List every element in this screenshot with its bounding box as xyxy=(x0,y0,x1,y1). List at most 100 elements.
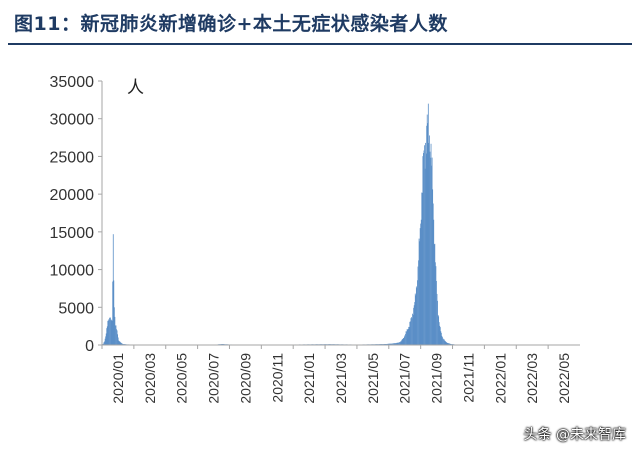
bar xyxy=(388,343,390,345)
bar xyxy=(394,343,396,345)
x-tick-label: 2020/09 xyxy=(237,353,253,404)
bar xyxy=(432,189,434,345)
bar xyxy=(446,342,448,345)
bar xyxy=(407,329,409,345)
y-tick-label: 0 xyxy=(85,338,94,355)
bar xyxy=(109,317,110,345)
bar xyxy=(444,340,446,345)
bar xyxy=(406,331,407,345)
bar xyxy=(386,343,387,345)
bar xyxy=(410,318,412,345)
bar xyxy=(439,325,441,345)
x-tick-label: 2022/03 xyxy=(524,353,540,404)
bar xyxy=(112,234,114,345)
bar xyxy=(402,339,404,345)
bar xyxy=(415,286,417,345)
x-tick-label: 2020/01 xyxy=(110,353,126,404)
bar xyxy=(434,243,436,345)
bar xyxy=(112,281,114,345)
bar xyxy=(447,343,449,345)
bar xyxy=(115,325,117,345)
bar xyxy=(443,339,444,345)
bar xyxy=(448,343,450,345)
bar xyxy=(103,342,105,345)
bar xyxy=(105,336,107,345)
bar xyxy=(110,320,112,345)
bar xyxy=(435,266,437,345)
bar xyxy=(119,341,121,345)
x-tick-label: 2021/03 xyxy=(333,353,349,404)
bar xyxy=(121,343,122,345)
y-tick-label: 25000 xyxy=(50,149,95,166)
y-tick-label: 15000 xyxy=(50,225,95,242)
bar xyxy=(448,343,449,345)
y-axis-unit-label: 人 xyxy=(127,78,144,98)
bar xyxy=(449,343,451,345)
bar xyxy=(399,342,400,345)
bar xyxy=(438,322,440,345)
bar xyxy=(420,223,422,345)
bar xyxy=(105,333,107,345)
bar xyxy=(409,321,411,345)
bar xyxy=(391,343,393,345)
bar xyxy=(113,280,115,345)
bar xyxy=(388,343,390,345)
bar xyxy=(439,327,441,345)
bar xyxy=(446,342,448,345)
bar xyxy=(397,342,399,345)
bar xyxy=(445,341,447,345)
y-tick-labels: 0 5000 10000 15000 20000 25000 30000 35000 xyxy=(50,74,95,355)
watermark: 头条 @未来智库 xyxy=(523,427,626,443)
bar xyxy=(438,316,440,345)
bar xyxy=(445,342,447,345)
bar xyxy=(396,342,398,345)
chart-title: 图11：新冠肺炎新增确诊+本土无症状感染者人数 xyxy=(14,13,448,35)
bar xyxy=(393,343,395,345)
bar xyxy=(427,123,429,346)
bar xyxy=(114,316,116,345)
bar xyxy=(431,165,432,345)
axes-group xyxy=(98,80,580,349)
bar xyxy=(426,114,428,345)
bar xyxy=(392,343,393,345)
bar xyxy=(390,343,392,345)
bar xyxy=(405,334,406,345)
x-tick-label: 2020/11 xyxy=(269,353,285,403)
y-tick-label: 10000 xyxy=(50,263,95,280)
bar xyxy=(423,150,425,345)
bar xyxy=(422,156,424,345)
bar xyxy=(434,262,436,345)
bar xyxy=(400,341,402,345)
bar xyxy=(425,142,426,345)
bar xyxy=(120,342,122,345)
bar xyxy=(419,228,421,345)
x-tick-label: 2022/05 xyxy=(556,353,572,404)
bar xyxy=(115,325,116,345)
y-tick-label: 30000 xyxy=(50,112,95,129)
bar xyxy=(389,343,391,345)
bar xyxy=(442,338,444,345)
bar xyxy=(111,319,113,345)
bar xyxy=(408,326,410,345)
bar xyxy=(433,219,435,345)
y-tick-label: 35000 xyxy=(50,74,95,91)
y-tick-label: 5000 xyxy=(58,300,94,317)
bar xyxy=(425,153,427,345)
bar xyxy=(401,340,403,345)
bar xyxy=(417,280,418,345)
bar xyxy=(106,326,108,345)
bar xyxy=(429,151,431,345)
bar xyxy=(418,260,419,345)
x-tick-label: 2021/05 xyxy=(365,353,381,404)
bar xyxy=(402,337,404,345)
bar xyxy=(416,288,418,345)
bar xyxy=(122,343,123,345)
bar xyxy=(444,340,445,345)
bar xyxy=(389,343,391,345)
bar xyxy=(442,337,443,345)
bar xyxy=(441,335,443,345)
bar xyxy=(384,343,386,345)
bar xyxy=(436,280,437,345)
x-tick-label: 2020/03 xyxy=(142,353,158,404)
